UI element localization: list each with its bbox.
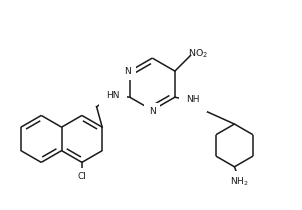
- Text: NH$_2$: NH$_2$: [230, 176, 249, 188]
- Text: NO$_2$: NO$_2$: [188, 47, 208, 60]
- Text: NH: NH: [186, 95, 199, 104]
- Text: HN: HN: [106, 91, 120, 100]
- Text: N: N: [149, 107, 156, 116]
- Text: N: N: [124, 67, 131, 76]
- Text: Cl: Cl: [77, 172, 86, 181]
